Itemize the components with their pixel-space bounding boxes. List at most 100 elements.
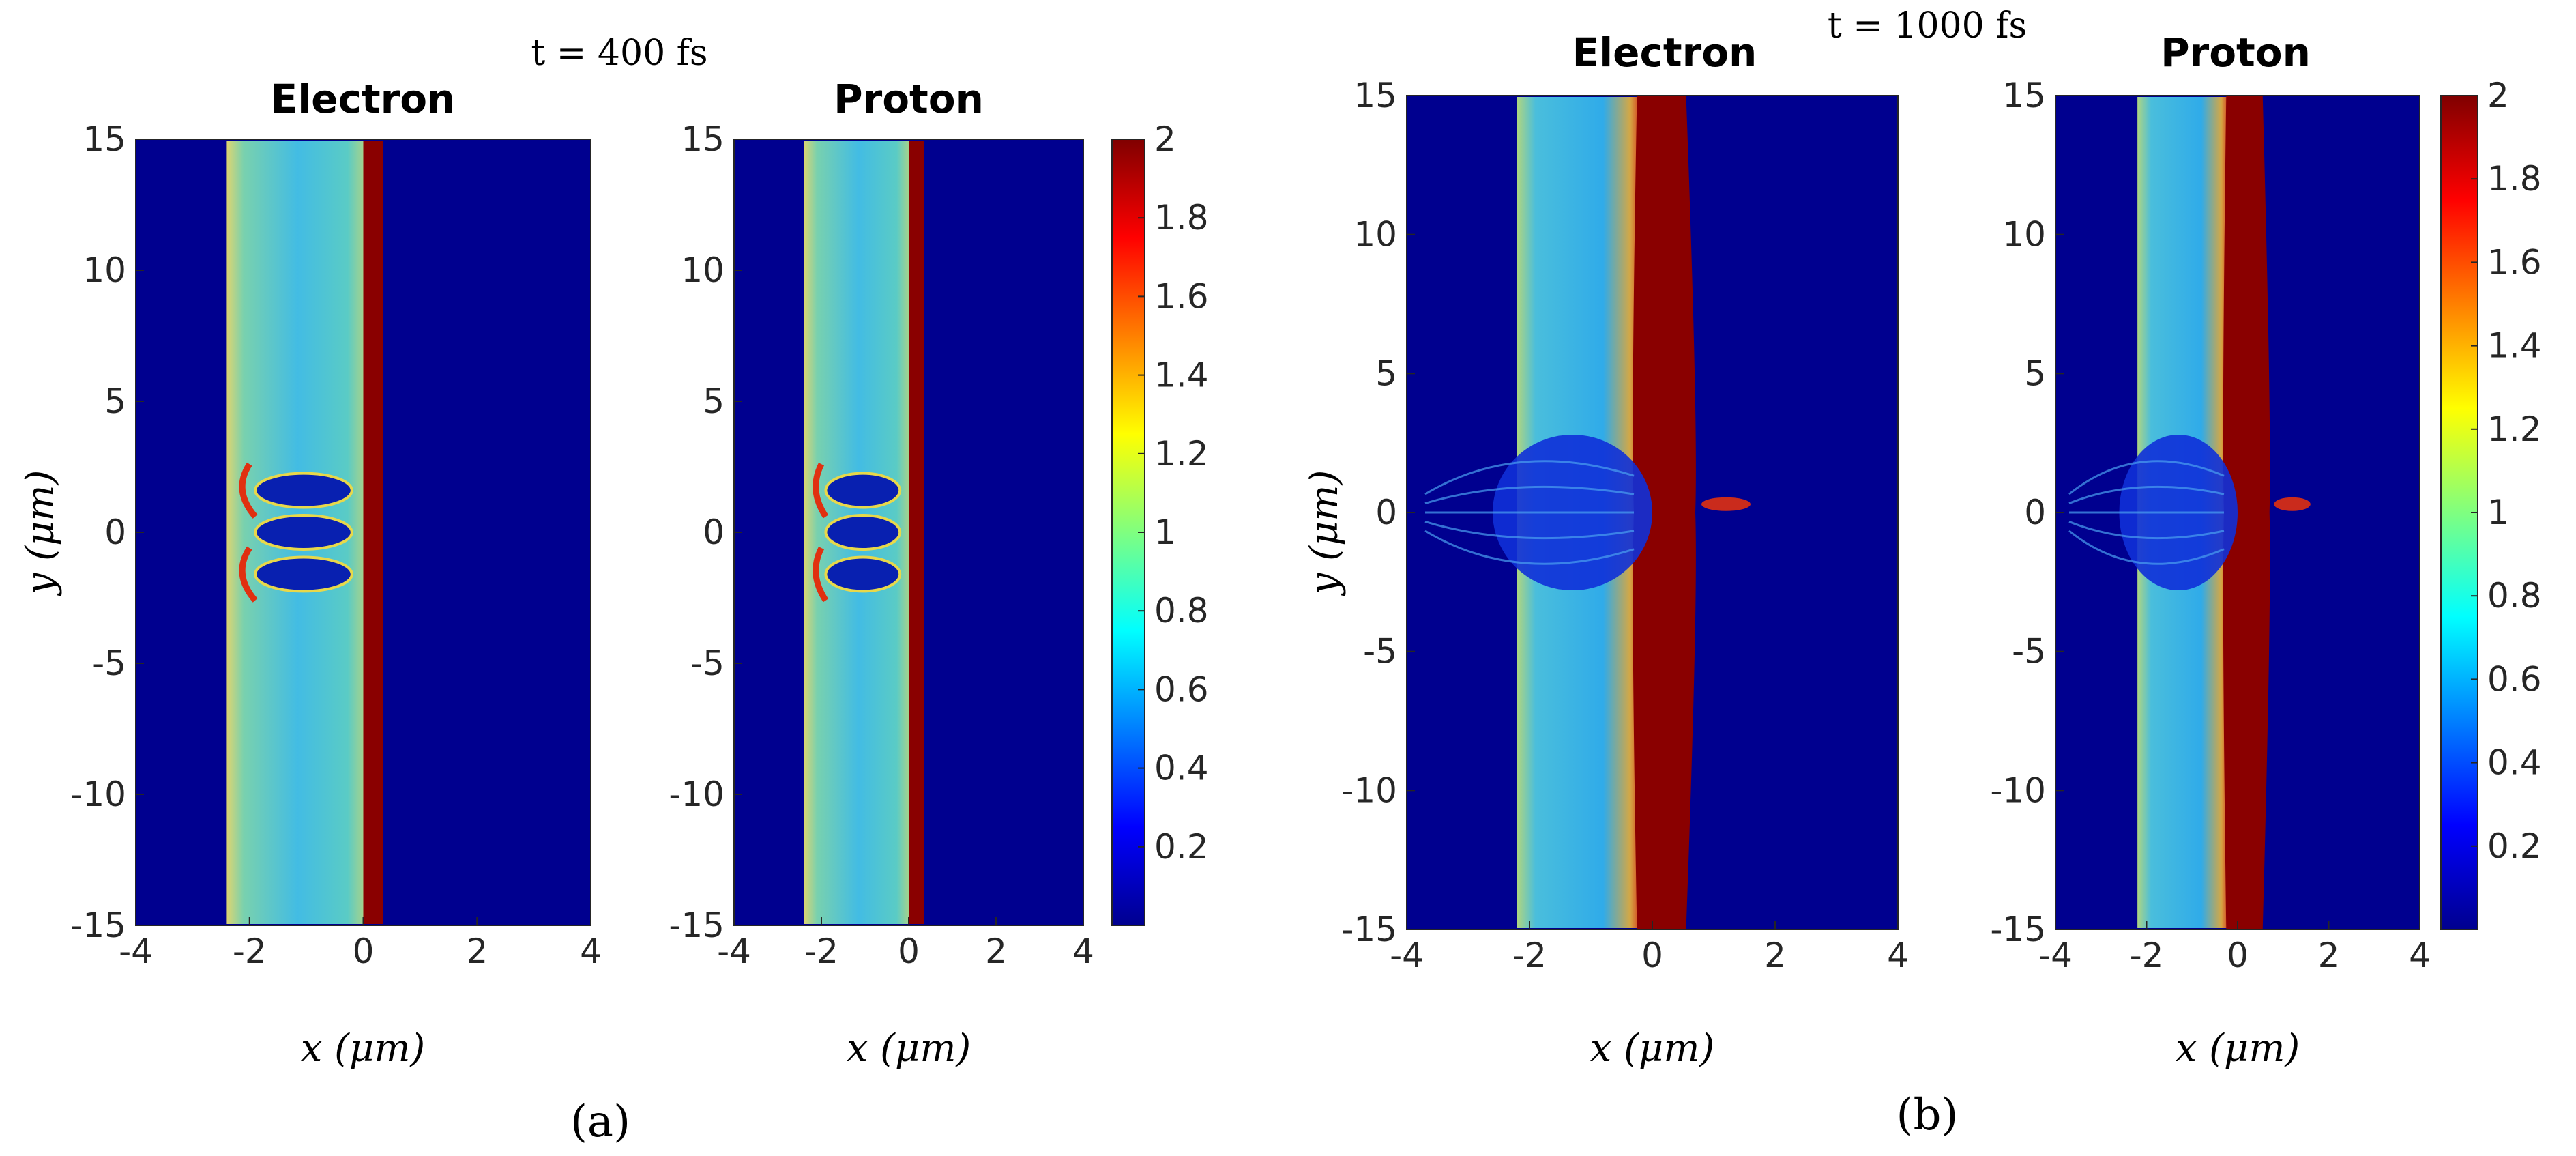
y-tick-label: 0 <box>1375 493 1397 532</box>
colorbar-tick-label: 1.8 <box>1154 198 1209 237</box>
cavity <box>254 472 353 509</box>
cavity <box>254 555 353 593</box>
colorbar-tick-label: 2 <box>1154 119 1176 159</box>
colorbar-a: 2 1.8 1.6 1.4 1.2 1 0.8 0.6 0.4 0.2 <box>1111 119 1209 926</box>
y-tick-label: -5 <box>690 644 724 683</box>
x-tick-label: 4 <box>1072 931 1094 971</box>
panel-title: Electron <box>1572 29 1757 76</box>
colorbar-tick-label: 0.6 <box>2487 659 2542 699</box>
y-tick-label: 10 <box>83 250 126 290</box>
x-tick-label: 0 <box>353 931 375 971</box>
x-tick-label: -2 <box>2130 936 2164 975</box>
colorbar-tick-label: 0.2 <box>2487 826 2542 866</box>
colorbar-tick-label: 1.6 <box>2487 242 2542 282</box>
x-axis-label: x (μm) <box>301 1026 426 1071</box>
x-tick-label: 2 <box>2318 936 2340 975</box>
y-tick-label: 5 <box>1375 353 1397 393</box>
cavity <box>824 514 902 551</box>
panel-b-proton: Proton -4 -2 0 2 4 15 10 5 0 -5 -10 -15 x (μm) <box>1990 29 2431 1071</box>
time-label-a: t = 400 fs <box>531 33 707 74</box>
filament-streak <box>2068 530 2225 565</box>
x-tick-label: -4 <box>1390 936 1424 975</box>
cavity-edge <box>813 547 829 603</box>
y-tick-label: 5 <box>104 381 126 421</box>
y-tick-label: 10 <box>1353 215 1397 255</box>
plot-area: -4 -2 0 2 4 15 10 5 0 -5 -10 -15 <box>70 119 602 971</box>
time-label-b: t = 1000 fs <box>1828 5 2027 46</box>
filament-streak <box>2068 521 2225 540</box>
colorbar-tick-label: 0.4 <box>2487 743 2542 783</box>
panel-title: Proton <box>834 76 984 122</box>
y-tick-label: 15 <box>2002 76 2046 115</box>
y-tick-label: -5 <box>1363 632 1397 671</box>
dense-layer <box>909 141 924 924</box>
colorbar-tick-label: 1.2 <box>2487 409 2542 449</box>
panel-b-electron: Electron -4 -2 0 2 4 15 10 5 0 -5 -10 -15 x (μm) y … <box>1302 29 1909 1071</box>
y-tick-label: -5 <box>92 644 126 683</box>
x-tick-label: 0 <box>2227 936 2249 975</box>
x-tick-label: -4 <box>2038 936 2073 975</box>
x-tick-label: 2 <box>1764 936 1786 975</box>
x-axis-label: x (μm) <box>847 1026 971 1071</box>
colorbar-tick-label: 0.8 <box>1154 591 1209 631</box>
filament-streak <box>1424 485 1635 504</box>
x-tick-label: -2 <box>233 931 267 971</box>
y-tick-label: 15 <box>681 119 724 159</box>
y-tick-label: 10 <box>681 250 724 290</box>
x-tick-label: 2 <box>466 931 488 971</box>
filament-streak <box>2068 485 2225 504</box>
x-tick-label: -2 <box>1512 936 1547 975</box>
x-tick-label: -4 <box>119 931 153 971</box>
colorbar-tick-label: 1 <box>2487 493 2509 532</box>
group-a: t = 400 fs Electron -4 -2 0 2 4151050-5-10-1… <box>18 33 1209 1147</box>
y-tick-label: 0 <box>2024 493 2046 532</box>
dense-layer <box>1633 96 1696 929</box>
x-axis-label: x (μm) <box>1590 1026 1715 1071</box>
colorbar-tick-label: 0.6 <box>1154 669 1209 709</box>
x-tick-label: 2 <box>985 931 1007 971</box>
colorbar-tick-label: 0.2 <box>1154 827 1209 867</box>
x-tick-label: 4 <box>1887 936 1909 975</box>
colorbar-tick-label: 1.6 <box>1154 276 1209 316</box>
forward-jet <box>2274 497 2311 511</box>
x-axis-label: x (μm) <box>2176 1026 2300 1071</box>
panel-title: Proton <box>2161 29 2311 76</box>
y-tick-label: -10 <box>70 775 126 814</box>
dense-layer <box>363 141 383 924</box>
y-tick-label: -15 <box>1990 910 2046 949</box>
y-tick-label: 15 <box>83 119 126 159</box>
y-axis-label: y (μm) <box>1302 470 1347 597</box>
y-tick-label: -5 <box>2012 632 2046 671</box>
colorbar-tick-label: 0.8 <box>2487 576 2542 616</box>
x-tick-label: 0 <box>1641 936 1663 975</box>
y-tick-label: 5 <box>703 381 724 421</box>
y-tick-label: -15 <box>70 906 126 945</box>
y-tick-label: -10 <box>669 775 724 814</box>
filament-streak <box>2068 460 2225 495</box>
plot-area: -4 -2 0 2 4 15 10 5 0 -5 -10 -15 <box>1341 76 1909 975</box>
y-tick-label: -15 <box>1341 910 1397 949</box>
y-tick-label: 0 <box>104 512 126 552</box>
filament-streak <box>1424 521 1635 540</box>
x-tick-label: 4 <box>580 931 602 971</box>
panel-title: Electron <box>271 76 456 122</box>
cavity <box>824 472 902 509</box>
y-tick-label: 15 <box>1353 76 1397 115</box>
colorbar-tick-label: 1.4 <box>1154 356 1209 395</box>
plot-area: -4 -2 0 2 4 15 10 5 0 -5 -10 -15 <box>1990 76 2431 975</box>
sub-label-a: (a) <box>570 1097 630 1147</box>
y-tick-label: 0 <box>703 512 724 552</box>
cavity-edge <box>239 462 258 519</box>
x-tick-label: -4 <box>717 931 751 971</box>
filament-streak <box>1424 460 1635 495</box>
colorbar-tick-label: 1 <box>1154 512 1176 552</box>
y-tick-label: -10 <box>1990 770 2046 810</box>
colorbar-tick-label: 2 <box>2487 76 2509 115</box>
y-tick-label: 5 <box>2024 353 2046 393</box>
dense-layer <box>2223 96 2270 929</box>
colorbar-tick-label: 1.2 <box>1154 434 1209 474</box>
panel-a-proton: Proton -4 -2 0 2 4 15 10 5 0 -5 -10 -15 x (μm) <box>669 76 1094 1071</box>
plot-area: -4 -2 0 2 4 15 10 5 0 -5 -10 -15 <box>669 119 1094 971</box>
y-tick-label: 10 <box>2002 215 2046 255</box>
